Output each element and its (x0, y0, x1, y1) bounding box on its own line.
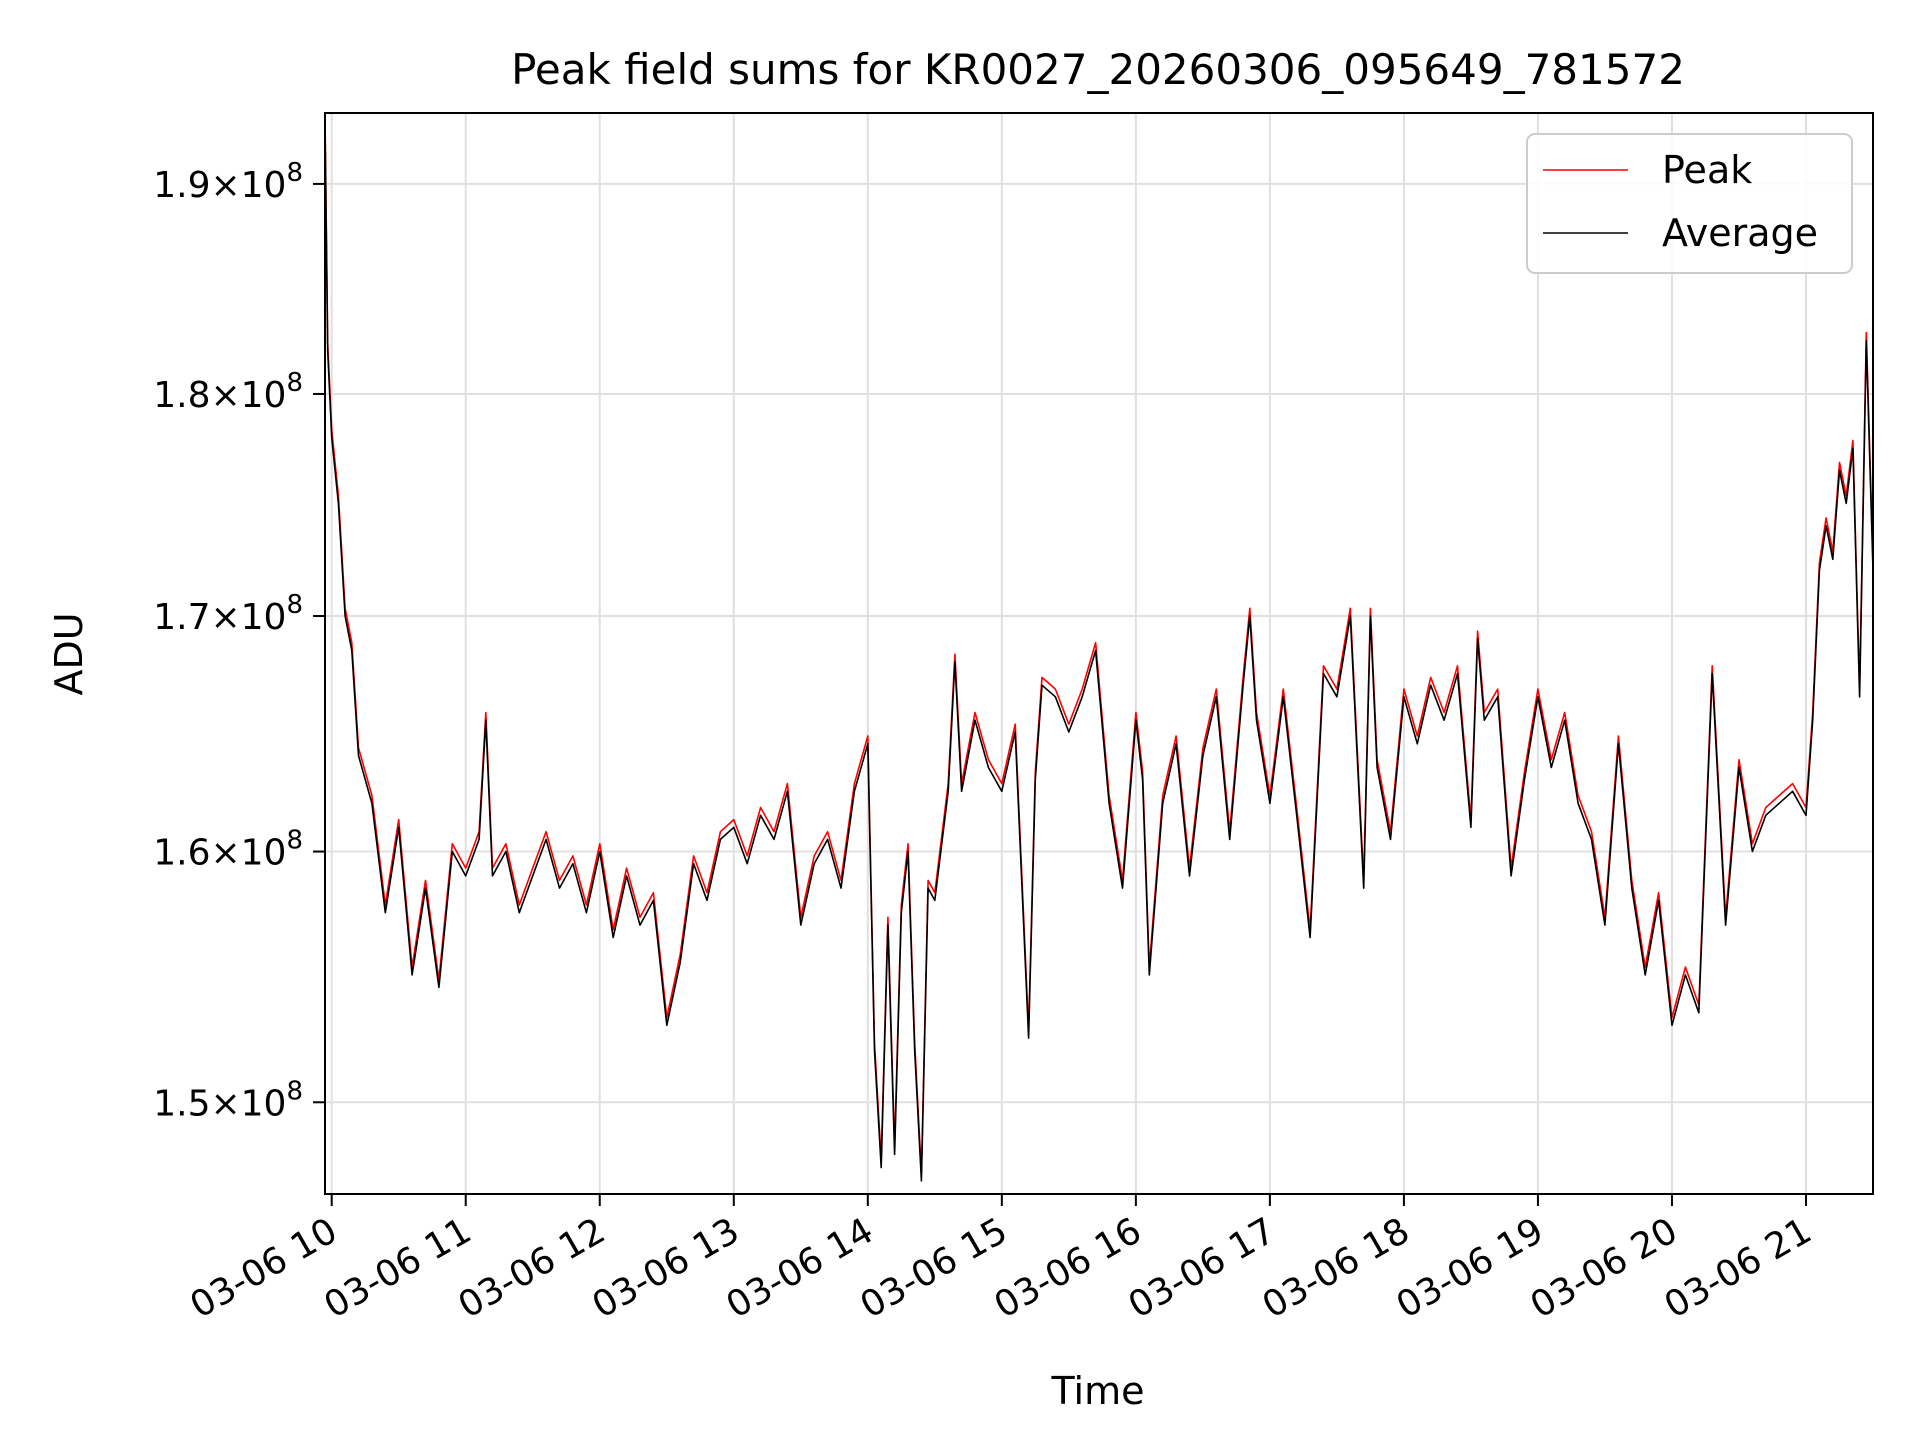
legend-box (1526, 133, 1853, 274)
y-tick-label: 1.8×108 (153, 368, 303, 416)
y-tick-label: 1.6×108 (153, 826, 303, 874)
legend: Peak Average (1526, 133, 1853, 274)
x-axis-label: Time (1051, 1369, 1145, 1413)
plot-frame (324, 112, 1874, 1195)
series-layer (325, 115, 1873, 1182)
y-axis-label: ADU (47, 612, 91, 695)
y-tick-label: 1.5×108 (153, 1076, 303, 1124)
chart-title: Peak field sums for KR0027_20260306_0956… (511, 45, 1685, 94)
y-tick-label: 1.9×108 (153, 158, 303, 206)
y-axis: 1.5×108 1.6×108 1.7×108 1.8×108 1.9×108 (153, 158, 325, 1124)
series-line-peak (325, 115, 1873, 1174)
legend-peak-label: Peak (1662, 148, 1752, 192)
legend-average-label: Average (1662, 211, 1818, 255)
y-tick-label: 1.7×108 (153, 590, 303, 638)
series-line-average (325, 123, 1873, 1182)
